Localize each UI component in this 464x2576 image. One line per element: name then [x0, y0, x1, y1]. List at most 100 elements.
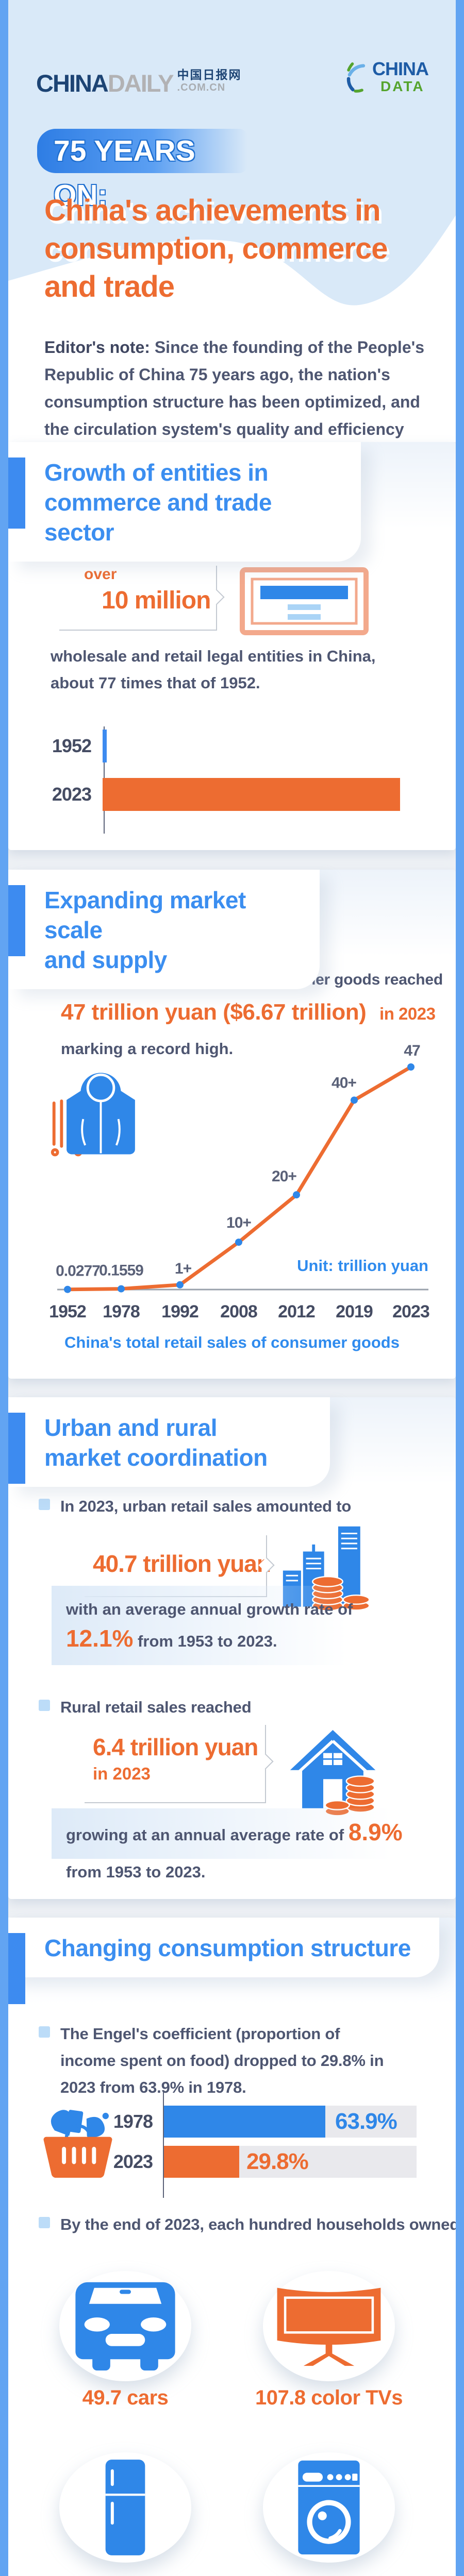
left-rail [0, 0, 8, 2576]
engel-year-label: 2023 [113, 2151, 153, 2172]
tv-icon [277, 2287, 381, 2366]
household-item-washers [263, 2452, 395, 2563]
grocery-basket-icon [43, 2110, 112, 2178]
entities-paragraph: wholesale and retail legal entities in C… [51, 647, 376, 692]
line-chart-point [118, 1285, 125, 1293]
section-consumption-structure: Changing consumption structure The Engel… [2, 1918, 459, 2576]
bullet-household-text: By the end of 2023, each hundred househo… [60, 2215, 459, 2233]
engel-chart-axis [163, 2092, 164, 2198]
line-chart-year-label: 2019 [336, 1302, 373, 1321]
page-title-line3: and trade [44, 270, 175, 303]
page-title-line1: China's achievements in [44, 194, 381, 227]
bullet-square-icon [39, 1700, 50, 1711]
urban-value: 40.7 trillion yuan [93, 1550, 271, 1577]
line-chart-caption: China's total retail sales of consumer g… [64, 1333, 400, 1351]
line-chart-year-label: 2012 [278, 1302, 315, 1321]
engel-bar-1978 [164, 2106, 326, 2138]
section-entities-growth: Growth of entities in commerce and trade… [2, 442, 456, 850]
right-rail [456, 0, 464, 2576]
line-chart-point-label: 47 [404, 1042, 420, 1059]
engel-value-2023: 29.8% [246, 2149, 309, 2174]
refrigerator-icon [105, 2460, 145, 2555]
entities-callout-big: 10 million [102, 587, 211, 614]
section-structure-header: Changing consumption structure [8, 1918, 439, 1977]
urban-growth-note: with an average annual growth rate of 12… [52, 1586, 373, 1665]
section-urban-rural: Urban and rural market coordination In 2… [2, 1397, 456, 1899]
bullet-rural-sales: Rural retail sales reached [39, 1694, 400, 1721]
section-urban-rural-title: Urban and rural market coordination [44, 1414, 268, 1471]
china-daily-logo-domain: .COM.CN [177, 82, 226, 93]
section-market-title: Expanding market scale and supply [44, 887, 246, 973]
bullet-engel-text: The Engel's coefficient (proportion of i… [60, 2025, 384, 2096]
rural-growth-rate: 8.9% [348, 1819, 403, 1845]
retail-sales-highlight: 47 trillion yuan ($6.67 trillion) in 202… [61, 999, 436, 1025]
bullet-square-icon [39, 1499, 50, 1510]
engel-track-2023 [164, 2146, 417, 2178]
line-chart-point-label: 0.1559 [99, 1262, 143, 1279]
series-badge: 75 YEARS ON: [37, 129, 247, 212]
line-chart-unit-label: Unit: trillion yuan [297, 1257, 428, 1275]
entities-bar-2023 [103, 778, 400, 811]
china-data-logo: CHINA DATA [342, 58, 429, 94]
rural-value: 6.4 trillion yuan [93, 1734, 258, 1760]
line-chart-point-label: 10+ [226, 1214, 251, 1231]
bullet-square-icon [39, 2217, 50, 2228]
entities-chart-row-1952: 1952 [41, 730, 107, 762]
engel-year-label: 1978 [113, 2111, 153, 2132]
entities-year-label: 2023 [52, 784, 92, 805]
engel-track-1978 [164, 2106, 417, 2138]
section-market-scale: Expanding market scale and supply China'… [2, 870, 456, 1379]
line-chart-point [293, 1191, 300, 1199]
entities-chart-row-2023: 2023 [41, 778, 400, 811]
china-daily-logo-china: CHINA [36, 70, 109, 97]
household-item-tvs [263, 2271, 395, 2381]
urban-growth-rate: 12.1% [66, 1625, 134, 1652]
car-icon [75, 2282, 175, 2371]
series-badge-text: 75 YEARS ON: [54, 134, 195, 212]
line-chart-year-label: 1992 [161, 1302, 198, 1321]
section-urban-rural-header: Urban and rural market coordination [8, 1397, 330, 1487]
household-item-tvs-label: 107.8 color TVs [255, 2386, 403, 2409]
engel-value-1978: 63.9% [335, 2109, 397, 2134]
line-chart-point-label: 20+ [272, 1168, 296, 1185]
line-chart-point [176, 1281, 184, 1289]
entities-callout: over 10 million [59, 566, 225, 631]
rural-growth-note: growing at an annual average rate of 8.9… [52, 1808, 421, 1859]
bullet-urban-sales: In 2023, urban retail sales amounted to [39, 1493, 441, 1520]
retail-sales-highlight-year: in 2023 [379, 1004, 436, 1023]
entities-callout-small: over [84, 566, 117, 583]
china-data-arcs-icon [346, 62, 366, 93]
line-chart-point-label: 0.0277 [56, 1263, 100, 1280]
line-chart-year-label: 1978 [103, 1302, 140, 1321]
line-chart-point-label: 1+ [175, 1260, 192, 1277]
line-chart-point-label: 40+ [332, 1074, 356, 1091]
entities-year-label: 1952 [52, 735, 92, 756]
rural-callout: 6.4 trillion yuan in 2023 [85, 1725, 274, 1803]
bullet-urban-sales-text: In 2023, urban retail sales amounted to [60, 1497, 352, 1515]
household-item-cars-label: 49.7 cars [82, 2386, 169, 2409]
wave-decoration [8, 215, 456, 442]
china-data-logo-china: CHINA [372, 58, 429, 79]
section-entities-header: Growth of entities in commerce and trade… [8, 442, 361, 562]
rural-growth-note-tail: from 1953 to 2023. [66, 1863, 206, 1881]
retail-sales-line-chart: Unit: trillion yuan 0.0277 1952 0.1559 1978… [49, 1042, 430, 1321]
engel-bar-2023 [164, 2146, 240, 2178]
section-structure-title: Changing consumption structure [44, 1935, 411, 1961]
line-chart-year-label: 1952 [49, 1302, 86, 1321]
record-high-text: marking a record high. [61, 1040, 234, 1058]
bullet-rural-sales-text: Rural retail sales reached [60, 1698, 252, 1716]
entities-bar-1952 [103, 730, 107, 762]
section-entities-title: Growth of entities in commerce and trade… [44, 459, 272, 546]
bullet-household: By the end of 2023, each hundred househo… [39, 2211, 459, 2238]
editors-note-label: Editor's note: [44, 338, 150, 357]
page-title-line2: consumption, commerce [44, 232, 388, 265]
line-chart-point [64, 1285, 71, 1293]
page-title: China's achievements in consumption, com… [44, 192, 388, 306]
china-daily-logo-chinese: 中国日报网 [177, 68, 242, 81]
shop-sign-icon [240, 567, 369, 635]
line-chart-year-label: 2023 [392, 1302, 429, 1321]
jacket-icon [51, 1073, 135, 1157]
china-daily-logo: CHINA DAILY 中国日报网 .COM.CN [36, 69, 242, 97]
hero: CHINA DAILY 中国日报网 .COM.CN CHINA DATA [8, 0, 456, 466]
